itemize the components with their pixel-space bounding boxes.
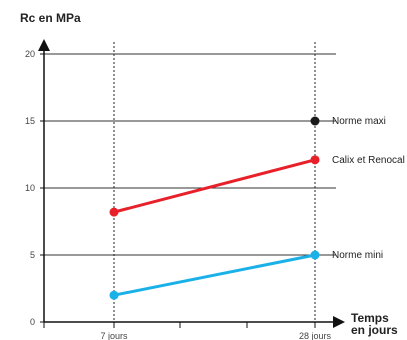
data-point	[310, 250, 320, 260]
x-axis-title-line1: Temps	[351, 311, 389, 325]
series-line	[113, 158, 316, 214]
time-guides	[113, 42, 316, 322]
y-ticks: 0 5 10 15 20	[25, 49, 44, 327]
y-axis-title: Rc en MPa	[20, 11, 81, 25]
series-line	[113, 253, 316, 297]
x-tick-label: 7 jours	[100, 331, 128, 340]
data-point	[310, 155, 320, 165]
grid-lines	[44, 53, 336, 256]
data-point	[310, 116, 320, 126]
x-axis-title-line2: en jours	[351, 323, 398, 337]
series-label: Calix et Renocal	[332, 155, 405, 166]
x-ticks: 7 jours 28 jours	[43, 322, 332, 340]
data-point	[109, 207, 119, 217]
series-labels: Calix et Renocal Norme mini Norme maxi	[332, 116, 405, 261]
x-tick-label: 28 jours	[299, 331, 332, 340]
y-tick-label: 0	[30, 317, 35, 327]
series-label: Norme maxi	[332, 116, 386, 127]
y-tick-label: 10	[25, 183, 35, 193]
data-point	[109, 290, 119, 300]
y-tick-label: 5	[30, 250, 35, 260]
y-tick-label: 20	[25, 49, 35, 59]
series-label: Norme mini	[332, 250, 383, 261]
series-layer	[109, 116, 320, 300]
y-tick-label: 15	[25, 116, 35, 126]
